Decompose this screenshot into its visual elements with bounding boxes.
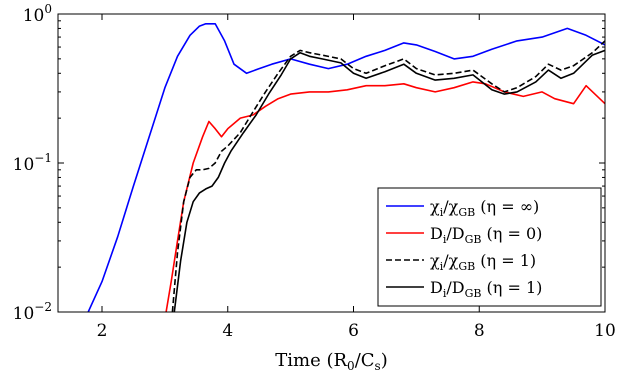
legend-label-3: χi/χGB (η = 1) xyxy=(430,251,536,273)
x-tick-label: 6 xyxy=(348,321,359,341)
y-tick-label: 10−2 xyxy=(13,300,52,324)
y-tick-label: 100 xyxy=(23,2,52,26)
legend-label-2: Di/DGB (η = 0) xyxy=(430,224,542,246)
y-tick-label: 10−1 xyxy=(13,151,52,175)
x-tick-label: 10 xyxy=(594,321,616,341)
x-axis-title: Time (R0/Cs) xyxy=(275,350,387,373)
axes-frame xyxy=(57,13,606,313)
series-line-3 xyxy=(171,40,605,312)
series-line-4 xyxy=(173,49,605,312)
x-tick-label: 2 xyxy=(97,321,108,341)
y-axis-ticks: 10−2 10−1 100 xyxy=(13,2,605,324)
plot-area xyxy=(87,23,605,312)
x-axis-ticks: 2 4 6 8 10 xyxy=(97,14,616,341)
x-tick-label: 8 xyxy=(474,321,485,341)
x-tick-label: 4 xyxy=(222,321,233,341)
legend-label-4: Di/DGB (η = 1) xyxy=(430,278,542,300)
legend: χi/χGB (η = ∞) Di/DGB (η = 0) χi/χGB (η = … xyxy=(377,187,602,307)
series-line-2 xyxy=(165,81,605,312)
legend-label-1: χi/χGB (η = ∞) xyxy=(430,197,539,219)
